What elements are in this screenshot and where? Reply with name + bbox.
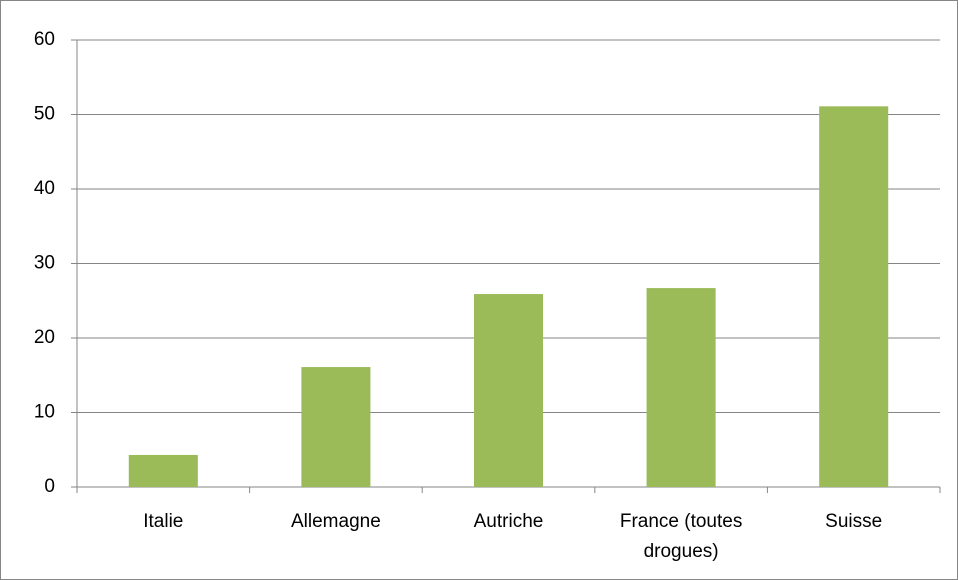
x-tick-label: Allemagne	[291, 511, 381, 532]
bar	[128, 454, 198, 487]
bar	[473, 294, 544, 487]
bar	[301, 367, 371, 487]
bar	[819, 106, 889, 488]
bar	[646, 288, 716, 487]
y-tick-label: 40	[34, 178, 55, 199]
y-tick-label: 60	[34, 29, 55, 50]
x-tick-label: Autriche	[473, 511, 544, 532]
y-tick-label: 10	[34, 402, 55, 423]
x-tick-label: Italie	[143, 511, 184, 532]
y-tick-label: 0	[44, 476, 55, 497]
y-tick-label: 20	[34, 327, 55, 348]
x-tick-label: Suisse	[825, 511, 883, 532]
y-tick-label: 30	[34, 253, 55, 274]
y-tick-label: 50	[34, 104, 55, 125]
x-tick-label: France (toutes drogues)	[619, 511, 743, 562]
